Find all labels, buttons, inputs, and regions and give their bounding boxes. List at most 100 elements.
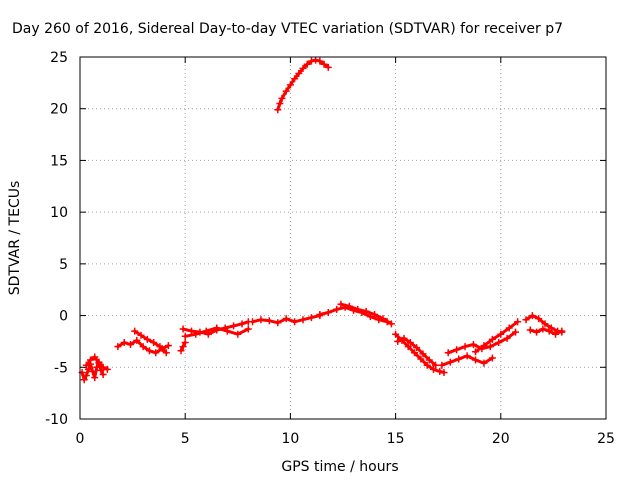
- data-point: [82, 361, 90, 369]
- data-point: [103, 365, 111, 373]
- data-point: [84, 365, 92, 373]
- data-point: [425, 356, 433, 364]
- x-tick-label: 10: [281, 431, 299, 447]
- data-point: [152, 349, 160, 357]
- series-arc-9: [274, 56, 332, 114]
- data-point: [440, 368, 448, 376]
- data-point: [145, 347, 153, 355]
- data-point: [278, 94, 286, 102]
- data-point: [522, 316, 530, 324]
- data-point: [406, 338, 414, 346]
- data-point: [444, 349, 452, 357]
- data-point: [131, 327, 139, 335]
- data-point: [120, 338, 128, 346]
- data-point: [286, 81, 294, 89]
- data-point: [324, 63, 332, 71]
- data-point: [469, 341, 477, 349]
- data-point: [164, 342, 172, 350]
- data-point: [535, 315, 543, 323]
- data-point: [324, 308, 332, 316]
- data-point: [276, 100, 284, 108]
- data-point: [303, 60, 311, 68]
- data-point: [177, 347, 185, 355]
- data-point: [480, 359, 488, 367]
- data-point: [316, 311, 324, 319]
- data-point: [192, 330, 200, 338]
- data-point: [337, 300, 345, 308]
- data-point: [316, 57, 324, 65]
- data-point: [307, 314, 315, 322]
- data-point: [156, 343, 164, 351]
- data-point: [400, 334, 408, 342]
- x-tick-label: 0: [76, 431, 85, 447]
- series-arc-16: [472, 318, 522, 356]
- data-point: [497, 330, 505, 338]
- series-arc-4: [131, 327, 170, 357]
- data-point: [249, 318, 257, 326]
- data-point: [413, 344, 421, 352]
- y-tick-label: 5: [59, 257, 68, 273]
- y-tick-label: 15: [50, 153, 68, 169]
- data-point: [552, 330, 560, 338]
- data-point: [139, 343, 147, 351]
- data-point: [126, 341, 134, 349]
- data-point: [379, 315, 387, 323]
- data-point: [150, 338, 158, 346]
- y-tick-label: 10: [50, 205, 68, 221]
- data-point: [486, 343, 494, 351]
- data-point: [453, 346, 461, 354]
- y-axis-label: SDTVAR / TECUs: [7, 181, 23, 296]
- axis-ticks: 0 5 10 15 20 25 -10 -5 0 5 10 15 20 25: [45, 50, 615, 447]
- data-point: [392, 330, 400, 338]
- data-point: [526, 326, 534, 334]
- data-point: [99, 363, 107, 371]
- data-point: [114, 343, 122, 351]
- data-point: [488, 335, 496, 343]
- data-point: [411, 349, 419, 357]
- data-point: [223, 327, 231, 335]
- data-point: [181, 332, 189, 340]
- data-point: [463, 352, 471, 360]
- data-point: [429, 365, 437, 373]
- data-point: [133, 336, 141, 344]
- data-point: [432, 361, 440, 369]
- data-point: [320, 60, 328, 68]
- data-point: [528, 312, 536, 320]
- data-point: [488, 354, 496, 362]
- data-point: [438, 361, 446, 369]
- data-point: [179, 325, 187, 333]
- data-point: [503, 334, 511, 342]
- series-arc-11: [337, 300, 395, 328]
- data-point: [472, 348, 480, 356]
- x-tick-label: 25: [597, 431, 615, 447]
- y-tick-label: -5: [54, 360, 68, 376]
- data-point: [274, 106, 282, 114]
- series-arc-8: [249, 312, 324, 327]
- data-point: [362, 307, 370, 315]
- series-arc-13: [394, 334, 440, 369]
- data-point: [80, 376, 88, 384]
- data-point: [91, 353, 99, 361]
- series-arc-14: [438, 352, 496, 369]
- data-point: [91, 374, 99, 382]
- data-point: [234, 330, 242, 338]
- data-point: [137, 331, 145, 339]
- data-point: [282, 87, 290, 95]
- data-point: [93, 363, 101, 371]
- data-point: [455, 355, 463, 363]
- x-tick-label: 5: [181, 431, 190, 447]
- data-point: [188, 327, 196, 335]
- y-tick-label: -10: [45, 412, 68, 428]
- series-trace: [474, 320, 520, 354]
- data-point: [307, 57, 315, 65]
- data-point: [371, 311, 379, 319]
- data-point: [354, 305, 362, 313]
- data-point: [436, 367, 444, 375]
- data-point: [299, 64, 307, 72]
- data-point: [333, 305, 341, 313]
- data-point: [387, 320, 395, 328]
- data-point: [480, 342, 488, 350]
- data-point: [143, 335, 151, 343]
- data-point: [514, 318, 522, 326]
